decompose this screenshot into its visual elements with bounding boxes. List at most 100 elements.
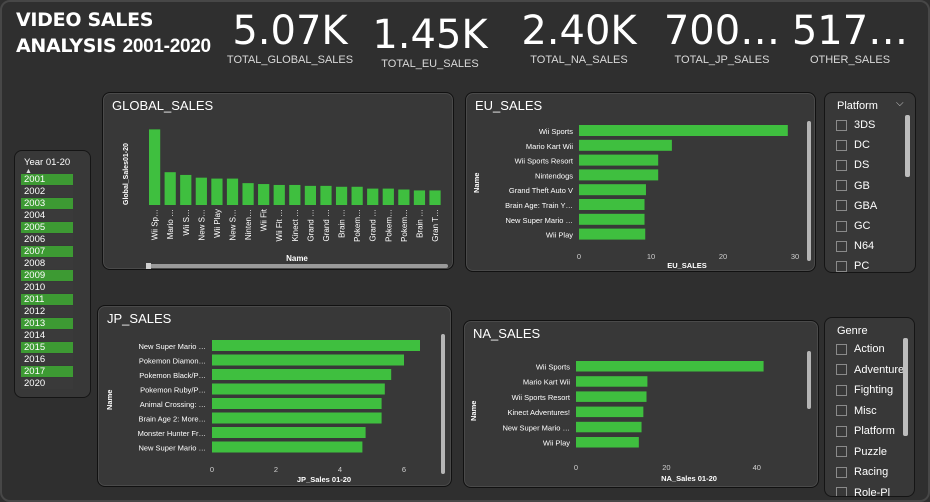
eu-chart-category-label: Mario Kart Wii [526,142,573,151]
platform-item-3ds[interactable]: 3DS [836,119,875,131]
genre-scrollbar[interactable] [903,338,908,436]
kpi-global-label: TOTAL_GLOBAL_SALES [226,54,354,66]
checkbox[interactable] [836,405,847,416]
jp-chart-bar-2 [212,369,392,380]
year-item-2010[interactable]: 2010 [21,282,73,293]
genre-item-puzzle[interactable]: Puzzle [836,446,887,458]
year-item-2003[interactable]: 2003 [21,198,73,209]
checkbox[interactable] [836,180,847,192]
global-xtick-label: Wii Fit … [275,209,284,241]
checkbox[interactable] [836,466,847,478]
platform-item-dc[interactable]: DC [836,139,870,151]
sort-up-icon[interactable]: ▲ [25,168,32,175]
eu-chart-category-label: Wii Play [546,231,573,240]
checkbox[interactable] [836,119,847,131]
genre-item-label: Misc [854,404,877,417]
eu-chart-category-label: Wii Sports Resort [515,157,574,166]
global-bar-8 [273,184,285,205]
checkbox[interactable] [836,446,847,457]
checkbox[interactable] [836,220,847,232]
kpi-jp-label: TOTAL_JP_SALES [674,54,770,66]
genre-item-adventure[interactable]: Adventure [836,364,904,376]
global-bar-2 [180,174,192,205]
checkbox[interactable] [836,364,847,375]
year-item-2009[interactable]: 2009 [21,270,73,281]
platform-item-label: 3DS [854,119,876,131]
genre-item-role-pl[interactable]: Role-Pl [836,487,890,496]
global-xtick-label: Mario … [166,209,175,239]
global-bar-13 [351,186,363,205]
year-item-2004[interactable]: 2004 [21,210,73,221]
eu-chart-bar-6 [579,213,645,225]
year-item-2002[interactable]: 2002 [21,186,73,197]
year-item-2005[interactable]: 2005 [21,222,73,233]
year-item-2007[interactable]: 2007 [21,246,73,257]
global-xtick-label: Wii Fit [260,208,269,231]
year-item-2013[interactable]: 2013 [21,318,73,329]
year-item-2020[interactable]: 2020 [21,378,73,389]
eu-chart-bar-7 [579,228,646,240]
year-item-2011[interactable]: 2011 [21,294,73,305]
genre-item-misc[interactable]: Misc [836,405,877,417]
jp-chart-bar-7 [212,441,363,453]
genre-item-action[interactable]: Action [836,343,885,355]
platform-slicer-title: Platform [837,100,878,112]
year-item-2016[interactable]: 2016 [21,354,73,365]
genre-item-racing[interactable]: Racing [836,466,888,478]
year-item-2015[interactable]: 2015 [21,342,73,353]
checkbox[interactable] [836,159,847,171]
checkbox[interactable] [836,343,847,355]
checkbox[interactable] [836,200,847,212]
global-xtick-label: Kinect … [291,209,300,241]
jp-chart-xlabel: JP_Sales 01-20 [297,475,351,484]
eu-chart-xlabel: EU_SALES [667,261,707,270]
platform-scrollbar[interactable] [905,115,910,177]
jp-chart-category-label: Pokemon Black/P… [139,371,206,380]
global-xtick-label: Wii Play [213,209,222,238]
checkbox[interactable] [836,240,847,252]
year-item-2001[interactable]: 2001 [21,174,73,185]
jp-chart-category-label: New Super Mario … [138,444,206,453]
checkbox[interactable] [836,487,847,496]
kpi-eu-label: TOTAL_EU_SALES [381,58,479,70]
eu-chart-bar-1 [579,139,672,151]
year-item-2012[interactable]: 2012 [21,306,73,317]
eu-chart-category-label: Grand Theft Auto V [509,186,573,195]
checkbox[interactable] [836,384,847,396]
genre-item-label: Fighting [854,384,894,396]
eu-chart-category-label: New Super Mario … [505,216,573,225]
checkbox[interactable] [836,425,847,437]
eu-chart-bar-4 [579,184,646,196]
checkbox[interactable] [836,139,847,151]
platform-item-n64[interactable]: N64 [836,240,874,252]
year-item-2006[interactable]: 2006 [21,234,73,245]
year-item-2017[interactable]: 2017 [21,366,73,377]
checkbox[interactable] [836,260,847,272]
chevron-down-icon[interactable]: ⌵ [896,98,904,109]
platform-item-gc[interactable]: GC [836,220,871,232]
global-bar-7 [258,184,270,205]
platform-item-ds[interactable]: DS [836,159,869,171]
platform-item-label: GBA [854,199,878,212]
global-bar-4 [211,178,223,205]
title-analysis: ANALYSIS [16,35,117,57]
kpi-global-value: 5.07K [232,8,348,54]
platform-item-gb[interactable]: GB [836,180,870,192]
genre-item-platform[interactable]: Platform [836,425,895,437]
jp-sales-title: JP_SALES [107,311,172,326]
genre-item-fighting[interactable]: Fighting [836,384,893,396]
jp-chart-xtick: 6 [402,465,406,474]
platform-item-gba[interactable]: GBA [836,200,877,212]
platform-item-pc[interactable]: PC [836,260,869,272]
global-xtick-label: Wii S… [182,209,191,236]
year-item-2008[interactable]: 2008 [21,258,73,269]
global-bar-11 [320,185,332,205]
global-sales-title: GLOBAL_SALES [112,98,214,113]
year-item-2014[interactable]: 2014 [21,330,73,341]
global-bar-6 [242,183,254,205]
global-sales-panel: GLOBAL_SALES Wii Sp… Mario … Wii S… New S… W… [102,92,454,270]
platform-item-label: DS [854,159,870,172]
kpi-eu-value: 1.45K [372,12,488,58]
eu-sales-panel: EU_SALES Wii Sports Mario Kart Wii Wii Spo… [465,92,816,272]
